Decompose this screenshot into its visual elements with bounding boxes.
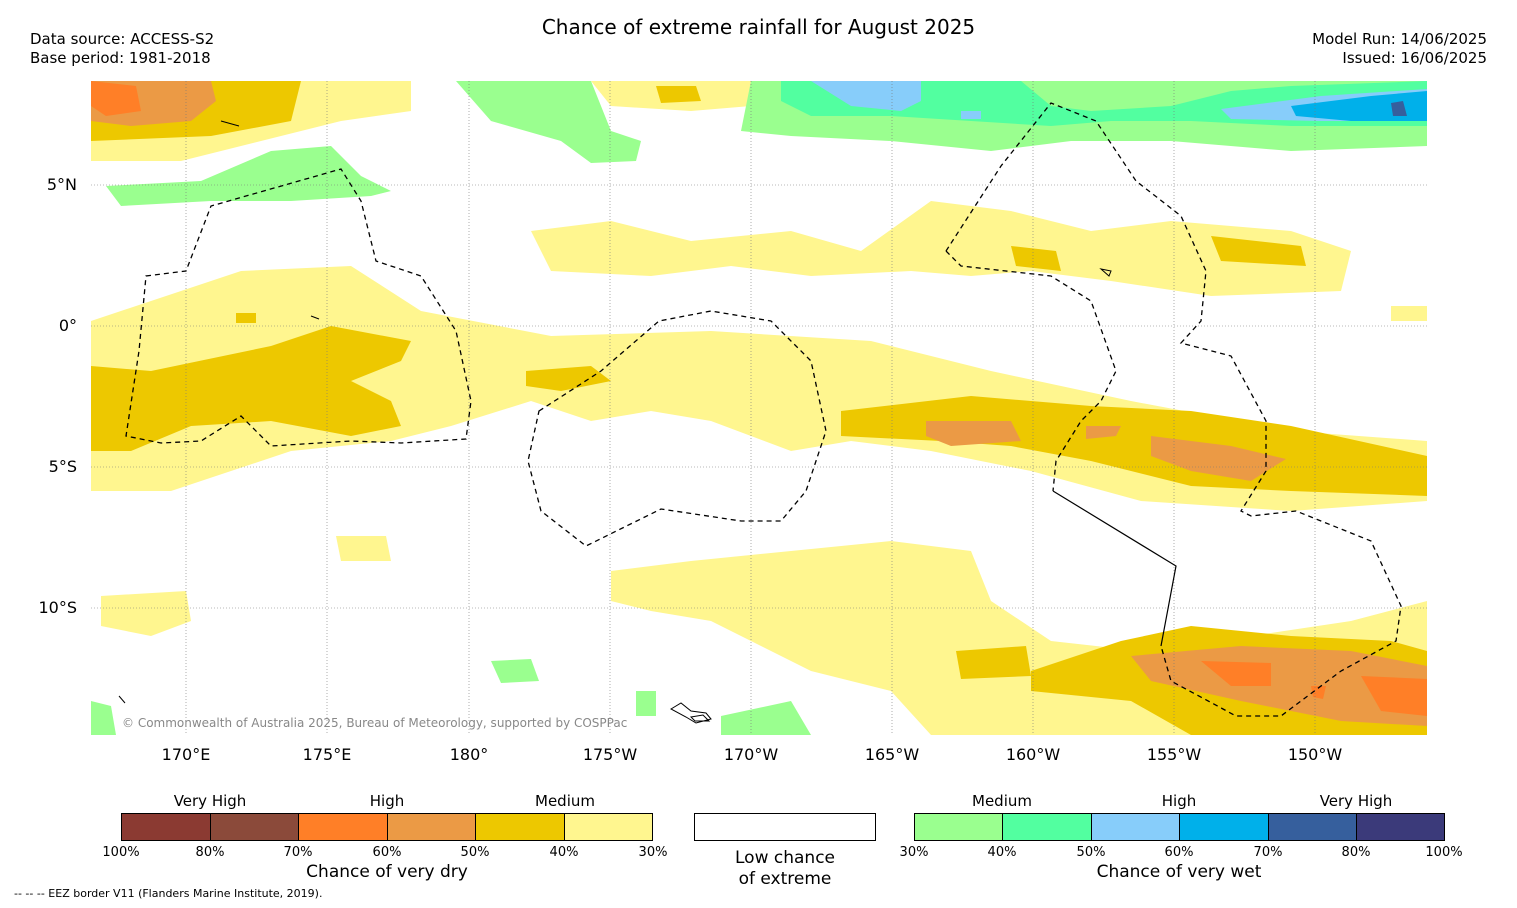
- lon-label-150w: 150°W: [1287, 745, 1343, 764]
- low-chance-title-line1: Low chance: [735, 848, 835, 868]
- issued-date: Issued: 16/06/2025: [1342, 49, 1487, 67]
- dry-tick-30: 30%: [638, 845, 668, 860]
- dry-swatch-30-40: [564, 813, 653, 841]
- data-info: Data source: ACCESS-S2 Base period: 1981…: [30, 30, 214, 68]
- lon-label-170w: 170°W: [723, 745, 779, 764]
- model-run: Model Run: 14/06/2025: [1312, 30, 1487, 48]
- data-source: Data source: ACCESS-S2: [30, 30, 215, 48]
- wet-group-high: High: [1161, 792, 1197, 810]
- dry-tick-100: 100%: [102, 845, 140, 860]
- wet-swatch-40-50: [1002, 813, 1092, 841]
- islands: [118, 120, 1112, 724]
- graticule: [91, 81, 1427, 735]
- low-chance-title-line2: of extreme: [738, 869, 832, 889]
- dry-swatch-60-70: [298, 813, 388, 841]
- lat-label-0: 0°: [58, 316, 77, 335]
- dry-group-high: High: [369, 792, 405, 810]
- dry-tick-60: 60%: [372, 845, 402, 860]
- wet-tick-100: 100%: [1425, 845, 1463, 860]
- lat-label-5s: 5°S: [48, 457, 77, 476]
- dry-swatch-50-60: [387, 813, 476, 841]
- lon-label-160w: 160°W: [1005, 745, 1061, 764]
- wet-tick-70: 70%: [1253, 845, 1283, 860]
- run-info: Model Run: 14/06/2025 Issued: 16/06/2025: [1312, 30, 1487, 68]
- map-title: Chance of extreme rainfall for August 20…: [541, 15, 976, 39]
- wet-swatch-30-40: [914, 813, 1003, 841]
- wet-group-very-high: Very High: [1319, 792, 1393, 810]
- lon-label-155w: 155°W: [1146, 745, 1202, 764]
- dry-swatch-40-50: [475, 813, 565, 841]
- lon-label-180: 180°: [449, 745, 489, 764]
- lat-label-10s: 10°S: [38, 598, 77, 617]
- dry-legend-title: Chance of very dry: [306, 862, 468, 882]
- copyright-notice: © Commonwealth of Australia 2025, Bureau…: [122, 716, 628, 730]
- wet-tick-60: 60%: [1164, 845, 1194, 860]
- wet-tick-50: 50%: [1076, 845, 1106, 860]
- eez-solid-border: [1052, 490, 1177, 647]
- dry-tick-50: 50%: [460, 845, 490, 860]
- wet-swatch-80-100: [1356, 813, 1445, 841]
- dry-60-70-regions: [91, 81, 1427, 716]
- lon-label-175e: 175°E: [302, 745, 352, 764]
- wet-70-80-regions: [1391, 101, 1407, 116]
- eez-borders: [125, 102, 1402, 717]
- dry-tick-80: 80%: [195, 845, 225, 860]
- rainfall-map: [91, 81, 1427, 735]
- lon-label-170e: 170°E: [161, 745, 211, 764]
- dry-tick-70: 70%: [283, 845, 313, 860]
- eez-footnote: -- -- -- EEZ border V11 (Flanders Marine…: [14, 887, 323, 900]
- wet-group-medium: Medium: [972, 792, 1032, 810]
- wet-legend-title: Chance of very wet: [1096, 862, 1262, 882]
- wet-swatch-70-80: [1268, 813, 1357, 841]
- wet-swatch-60-70: [1179, 813, 1269, 841]
- low-chance-swatch: [694, 813, 876, 841]
- lon-label-175w: 175°W: [582, 745, 638, 764]
- wet-tick-30: 30%: [899, 845, 929, 860]
- wet-swatch-50-60: [1091, 813, 1180, 841]
- dry-group-very-high: Very High: [173, 792, 247, 810]
- dry-swatch-70-80: [210, 813, 299, 841]
- wet-tick-80: 80%: [1341, 845, 1371, 860]
- lat-label-5n: 5°N: [46, 175, 77, 194]
- dry-swatch-80-100: [121, 813, 211, 841]
- map-canvas: [91, 81, 1427, 735]
- dry-tick-40: 40%: [549, 845, 579, 860]
- dry-group-medium: Medium: [535, 792, 595, 810]
- base-period: Base period: 1981-2018: [30, 49, 211, 67]
- lon-label-165w: 165°W: [864, 745, 920, 764]
- wet-tick-40: 40%: [987, 845, 1017, 860]
